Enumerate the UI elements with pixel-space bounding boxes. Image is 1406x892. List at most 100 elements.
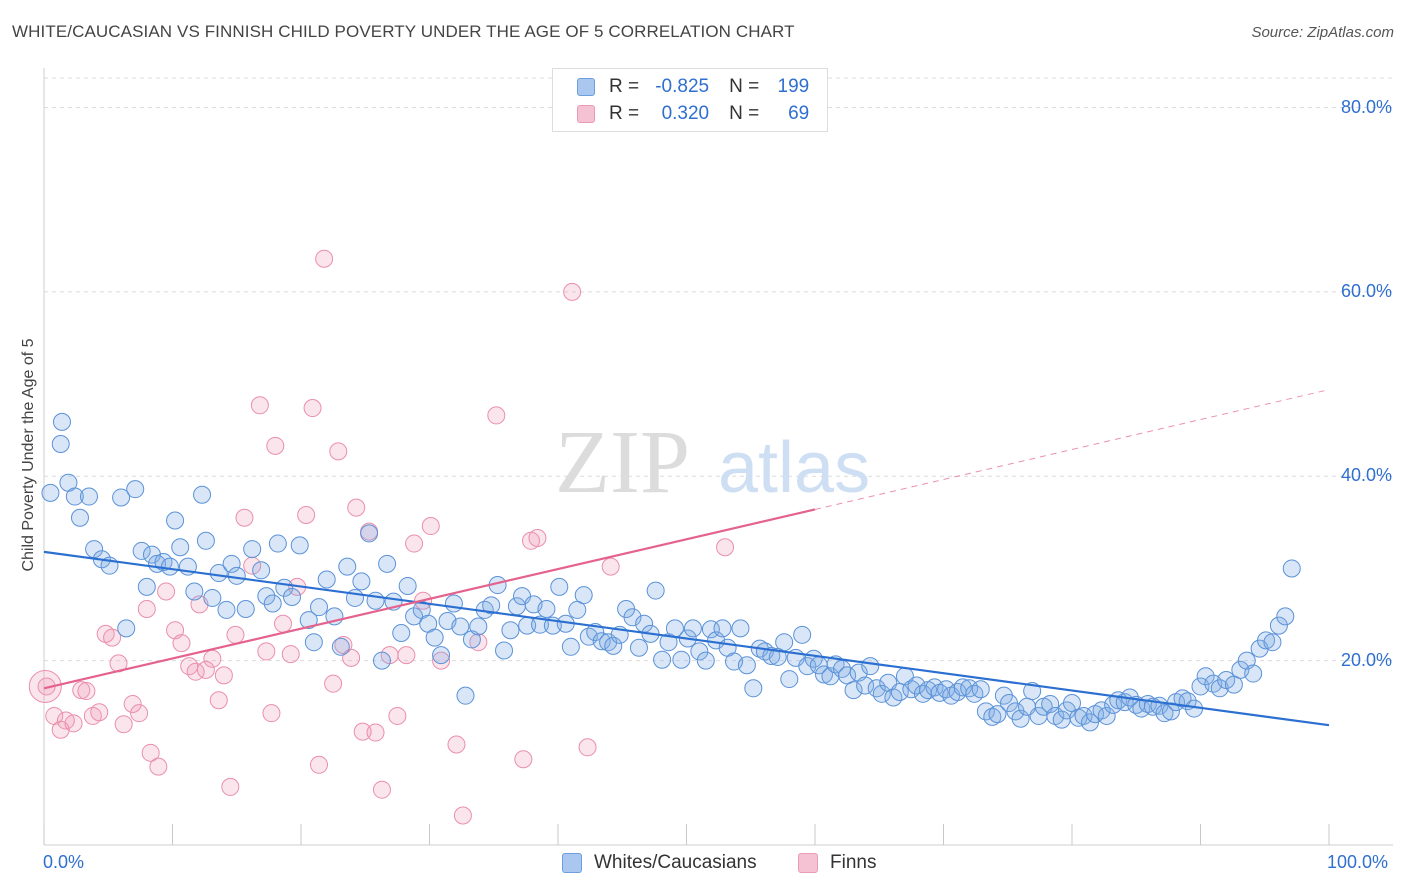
finns-point xyxy=(203,649,222,668)
finns-point xyxy=(149,757,168,776)
whites-point xyxy=(137,577,156,596)
finns-point xyxy=(514,750,533,769)
legend-r-label: R = xyxy=(609,103,640,124)
whites-point xyxy=(456,686,475,705)
whites-point xyxy=(775,633,794,652)
finns-point xyxy=(324,674,343,693)
watermark-zip: ZIP xyxy=(555,413,690,512)
whites-point xyxy=(623,608,642,627)
whites-point xyxy=(203,588,222,607)
whites-point xyxy=(867,679,886,698)
whites-point xyxy=(299,611,318,630)
finns-point xyxy=(257,642,276,661)
finns-point xyxy=(221,777,240,796)
whites-point xyxy=(672,650,691,669)
whites-point xyxy=(953,678,972,697)
finns-points xyxy=(28,249,735,825)
whites-point xyxy=(352,572,371,591)
finns-point xyxy=(141,743,160,762)
whites-point xyxy=(469,617,488,636)
finns-point xyxy=(172,634,191,653)
whites-point xyxy=(744,679,763,698)
whites-point xyxy=(983,707,1002,726)
whites-point xyxy=(1269,616,1288,635)
whites-point xyxy=(653,650,672,669)
whites-point xyxy=(495,641,514,660)
whites-point xyxy=(51,435,70,454)
whites-point xyxy=(1257,631,1276,650)
finns-point xyxy=(209,691,228,710)
whites-point xyxy=(965,684,984,703)
legend-swatch-finns xyxy=(577,105,595,123)
finns-point xyxy=(487,406,506,425)
whites-point xyxy=(780,670,799,689)
whites-point xyxy=(378,554,397,573)
finns-point xyxy=(77,682,96,701)
whites-point xyxy=(872,684,891,703)
whites-point xyxy=(398,576,417,595)
finns-point xyxy=(353,722,372,741)
finns-point xyxy=(347,498,366,517)
finns-point xyxy=(309,755,328,774)
legend-row-whites: R = -0.825 N = 199 xyxy=(577,75,809,99)
whites-point xyxy=(731,619,750,638)
legend-swatch-whites xyxy=(577,78,595,96)
whites-point xyxy=(263,594,282,613)
whites-point xyxy=(79,487,98,506)
whites-point xyxy=(646,581,665,600)
whites-point xyxy=(222,554,241,573)
whites-point xyxy=(1097,706,1116,725)
whites-point xyxy=(599,633,618,652)
whites-point xyxy=(41,483,60,502)
y-tick-label: 80.0% xyxy=(1340,96,1392,117)
y-tick-label: 20.0% xyxy=(1340,649,1392,670)
whites-point xyxy=(1263,633,1282,652)
whites-point xyxy=(814,665,833,684)
whites-point xyxy=(762,647,781,666)
finns-point xyxy=(366,723,385,742)
whites-points xyxy=(41,412,1301,732)
whites-point xyxy=(304,633,323,652)
finns-point xyxy=(262,704,281,723)
whites-point xyxy=(360,524,379,543)
finns-trend-line xyxy=(43,508,816,690)
whites-point xyxy=(690,642,709,661)
finns-point xyxy=(421,517,440,536)
finns-point xyxy=(103,628,122,647)
whites-point xyxy=(683,619,702,638)
whites-point xyxy=(550,577,569,596)
legend-item-whites: Whites/Caucasians xyxy=(562,852,757,874)
finns-point xyxy=(329,442,348,461)
finns-point xyxy=(342,648,361,667)
finns-trend-extension xyxy=(814,389,1330,510)
whites-point xyxy=(1276,607,1295,626)
finns-point xyxy=(274,614,293,633)
whites-point xyxy=(185,582,204,601)
whites-point xyxy=(561,637,580,656)
whites-point xyxy=(112,488,131,507)
x-tick-label-max: 100.0% xyxy=(1327,852,1389,872)
finns-point xyxy=(281,645,300,664)
whites-point xyxy=(372,651,391,670)
finns-point xyxy=(226,625,245,644)
whites-point xyxy=(331,637,350,656)
whites-point xyxy=(171,538,190,557)
legend-r-value: 0.320 xyxy=(661,103,710,124)
whites-point xyxy=(713,619,732,638)
grid-lines xyxy=(44,77,1393,662)
whites-point xyxy=(737,656,756,675)
legend-swatch-whites xyxy=(562,853,582,873)
axes xyxy=(43,68,1393,846)
whites-point xyxy=(117,619,136,638)
finns-point xyxy=(72,681,91,700)
whites-point xyxy=(268,534,287,553)
finns-point xyxy=(578,738,597,757)
finns-point xyxy=(447,735,466,754)
finns-point xyxy=(528,529,547,548)
finns-point xyxy=(28,669,62,703)
whites-point xyxy=(425,628,444,647)
stats-legend: R = -0.825 N = 199 R = 0.320 N = 69 xyxy=(552,68,828,132)
finns-point xyxy=(453,806,472,825)
whites-point xyxy=(193,485,212,504)
series-legend: Whites/Caucasians Finns xyxy=(0,852,1406,878)
